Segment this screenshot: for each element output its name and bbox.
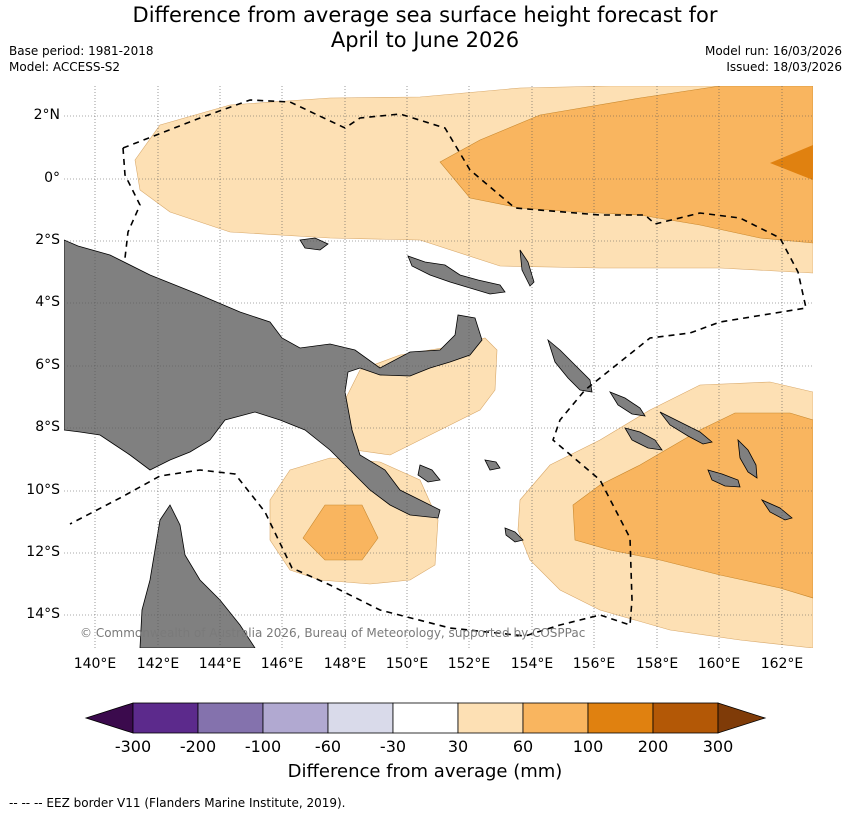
anomaly-100-200-north (770, 145, 813, 180)
colorbar-bin-1 (132, 702, 199, 734)
lat-label-12s: 12°S (26, 544, 60, 560)
rennell-island (760, 499, 793, 521)
lon-label-146e: 146°E (260, 656, 304, 672)
colorbar-tick: 300 (702, 737, 734, 756)
colorbar-bin-2 (197, 702, 264, 734)
cape-york-peninsula (139, 504, 256, 648)
lat-label-8s: 8°S (35, 419, 60, 435)
colorbar-tick: 60 (512, 737, 534, 756)
graticule (64, 86, 813, 648)
lat-label-2s: 2°S (35, 232, 60, 248)
meta-left: Base period: 1981-2018 Model: ACCESS-S2 (9, 43, 154, 75)
colorbar-tick: -60 (314, 737, 342, 756)
bougainville-island (547, 338, 593, 393)
lon-label-142e: 142°E (136, 656, 180, 672)
lat-label-2n: 2°N (33, 107, 60, 123)
colorbar-bin-4 (327, 702, 394, 734)
lon-label-162e: 162°E (760, 656, 804, 672)
meta-right: Model run: 16/03/2026 Issued: 18/03/2026 (705, 43, 842, 75)
lon-label-152e: 152°E (447, 656, 491, 672)
torres-islands (417, 464, 441, 483)
solomon-guadalcanal (624, 427, 663, 451)
colorbar-tick: -30 (379, 737, 407, 756)
eez-footnote: -- -- -- EEZ border V11 (Flanders Marine… (9, 796, 346, 810)
map-title: Difference from average sea surface heig… (0, 3, 850, 53)
solomon-santa-isabel (609, 391, 646, 417)
colorbar-bin-5 (392, 702, 459, 734)
colorbar-tick: 200 (637, 737, 669, 756)
colorbar-tick: -300 (114, 737, 152, 756)
new-britain-island (407, 255, 506, 295)
lat-label-14s: 14°S (26, 606, 60, 622)
model-run: Model run: 16/03/2026 (704, 44, 842, 58)
lon-label-156e: 156°E (572, 656, 616, 672)
solomon-makira (707, 469, 741, 488)
model-name: Model: ACCESS-S2 (9, 60, 121, 74)
colorbar-bin-3 (262, 702, 329, 734)
colorbar-bin-8 (587, 702, 654, 734)
colorbar (84, 702, 767, 734)
colorbar-extend-high (717, 702, 767, 734)
trobriand-islands (484, 459, 501, 471)
eez-border-west (122, 147, 141, 259)
colorbar-tick: -200 (179, 737, 217, 756)
eez-border (69, 99, 807, 637)
lon-label-144e: 144°E (198, 656, 242, 672)
title-line-2: April to June 2026 (330, 28, 520, 52)
colorbar-tick: 30 (447, 737, 469, 756)
map-area (64, 86, 813, 648)
colorbar-bin-7 (522, 702, 589, 734)
title-line-1: Difference from average sea surface heig… (132, 3, 718, 27)
lon-label-148e: 148°E (323, 656, 367, 672)
lon-label-140e: 140°E (73, 656, 117, 672)
louisiade-archipelago (504, 527, 524, 543)
temotu-islands (737, 438, 758, 479)
lat-label-10s: 10°S (26, 482, 60, 498)
anomaly-60-100-west (302, 504, 379, 561)
new-guinea-island (64, 239, 483, 519)
colorbar-tick: 100 (572, 737, 604, 756)
colorbar-extend-low (84, 702, 134, 734)
lon-label-150e: 150°E (385, 656, 429, 672)
lon-label-154e: 154°E (510, 656, 554, 672)
colorbar-title: Difference from average (mm) (287, 761, 563, 782)
issued-date: Issued: 18/03/2026 (726, 60, 842, 74)
lat-label-6s: 6°S (35, 357, 60, 373)
base-period: Base period: 1981-2018 (9, 44, 154, 58)
colorbar-bin-6 (457, 702, 524, 734)
colorbar-bin-9 (652, 702, 719, 734)
lon-label-158e: 158°E (635, 656, 679, 672)
lat-label-0: 0° (44, 170, 60, 186)
copyright-notice: © Commonwealth of Australia 2026, Bureau… (80, 626, 586, 640)
land-masses (64, 237, 793, 648)
lon-label-160e: 160°E (697, 656, 741, 672)
lat-label-4s: 4°S (35, 294, 60, 310)
colorbar-tick: -100 (244, 737, 282, 756)
